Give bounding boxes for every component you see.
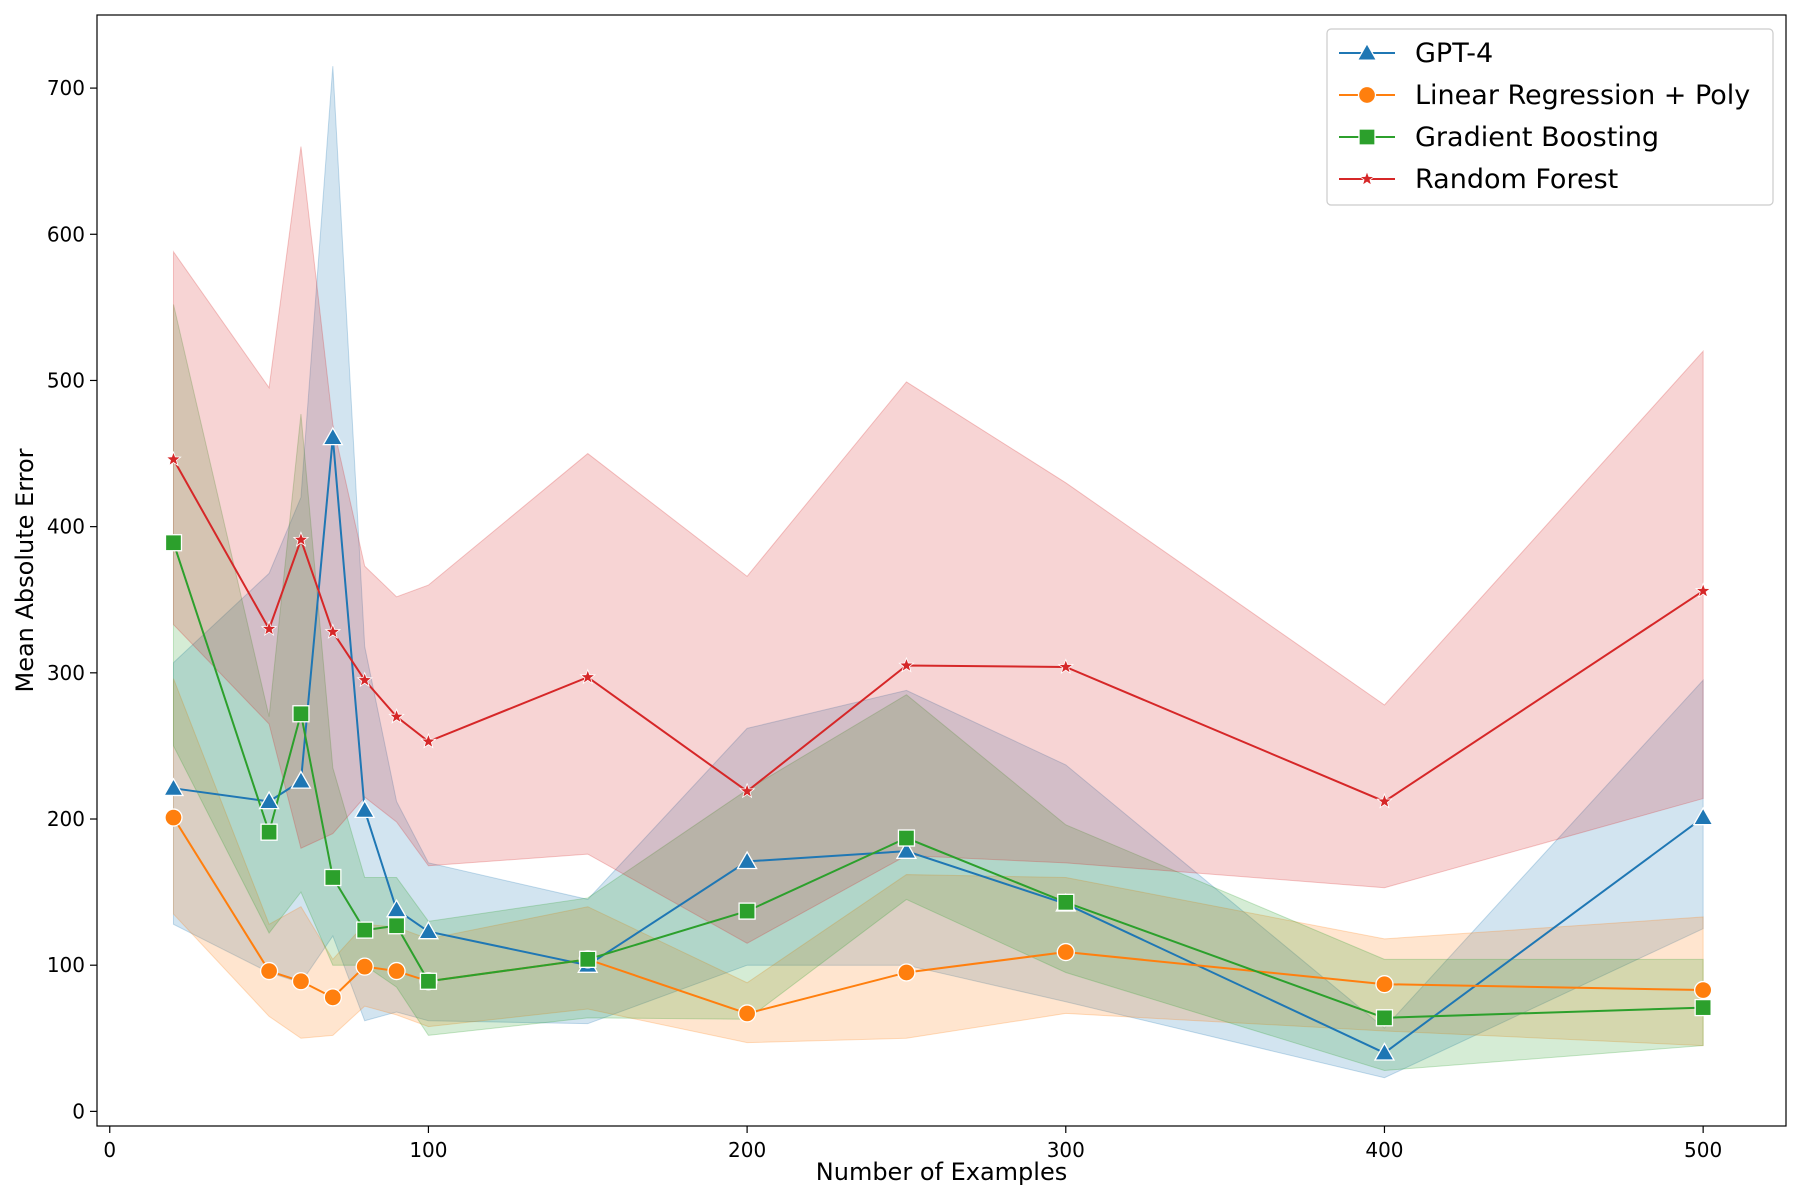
linear-regression-poly-point xyxy=(355,957,374,976)
gradient-boosting-confidence-band xyxy=(172,304,1704,1071)
y-tick-label: 700 xyxy=(47,76,85,100)
random-forest-point xyxy=(388,708,405,724)
legend-label: Linear Regression + Poly xyxy=(1415,80,1750,111)
gradient-boosting-point xyxy=(324,868,342,887)
y-axis: 0 100 200 300 400 500 600 700 xyxy=(47,76,97,1123)
x-axis-label: Number of Examples xyxy=(816,1158,1067,1186)
linear-regression-poly-confidence-band xyxy=(172,678,1704,1047)
gpt-4-confidence-band xyxy=(172,66,1704,1079)
random-forest-point xyxy=(356,671,373,688)
x-tick-label: 500 xyxy=(1684,1138,1722,1162)
linear-regression-poly-point xyxy=(1375,975,1394,994)
gradient-boosting-point xyxy=(897,829,916,847)
gradient-boosting-point xyxy=(579,950,597,968)
linear-regression-poly-point xyxy=(259,961,279,981)
gradient-boosting-point xyxy=(1057,893,1075,911)
gpt-4-point xyxy=(1373,1042,1396,1061)
random-forest-point xyxy=(420,732,437,749)
gradient-boosting-legend-marker xyxy=(1358,128,1376,146)
linear-regression-poly-point xyxy=(737,1004,757,1023)
random-forest-confidence-band xyxy=(172,146,1704,944)
random-forest-point xyxy=(1057,658,1075,674)
x-axis: 0 100 200 300 400 500 xyxy=(103,1126,1722,1162)
y-tick-label: 0 xyxy=(72,1099,85,1123)
x-tick-label: 100 xyxy=(409,1138,447,1162)
gradient-boosting-point xyxy=(260,823,278,841)
y-tick-label: 300 xyxy=(47,661,85,685)
linear-regression-poly-point xyxy=(387,961,406,981)
linear-regression-poly-point xyxy=(897,963,916,982)
gradient-boosting-point xyxy=(292,705,310,723)
x-tick-label: 0 xyxy=(103,1138,116,1162)
gpt-4-point xyxy=(895,840,918,859)
gpt-4-legend-marker xyxy=(1356,42,1378,61)
gpt-4-point xyxy=(290,770,312,789)
gpt-4-point xyxy=(322,426,344,446)
random-forest-point xyxy=(165,450,182,467)
random-forest-point xyxy=(324,623,342,639)
gpt-4-point xyxy=(354,799,376,819)
random-forest-legend-marker xyxy=(1358,170,1376,187)
legend-label: GPT-4 xyxy=(1415,38,1493,69)
gradient-boosting-point xyxy=(387,917,406,935)
random-forest-point xyxy=(292,531,310,547)
random-forest-point xyxy=(898,656,915,673)
gradient-boosting-point xyxy=(1375,1009,1394,1027)
gradient-boosting-point xyxy=(164,534,183,552)
legend-label: Random Forest xyxy=(1415,164,1618,195)
gpt-4-point xyxy=(258,790,280,810)
linear-regression-poly-point xyxy=(1693,980,1713,1000)
legend-label: Gradient Boosting xyxy=(1415,122,1659,153)
series-markers xyxy=(162,426,1714,1061)
gpt-4-point xyxy=(1692,806,1714,826)
y-axis-label: Mean Absolute Error xyxy=(11,448,39,692)
gradient-boosting-point xyxy=(738,902,756,920)
y-tick-label: 600 xyxy=(47,222,85,246)
y-tick-label: 100 xyxy=(47,953,85,977)
gpt-4-point xyxy=(385,898,408,918)
legend: GPT-4 Linear Regression + Poly Gradient Bo… xyxy=(1326,28,1774,206)
x-tick-label: 300 xyxy=(1047,1138,1085,1162)
x-tick-label: 400 xyxy=(1365,1138,1403,1162)
gpt-4-point xyxy=(417,920,440,940)
gradient-boosting-point xyxy=(1694,998,1712,1017)
linear-regression-poly-legend-marker xyxy=(1357,85,1377,105)
linear-regression-poly-point xyxy=(1056,942,1075,962)
plot-frame xyxy=(96,14,1787,1127)
y-tick-label: 400 xyxy=(47,515,85,539)
gradient-boosting-point xyxy=(419,972,438,990)
linear-regression-poly-point xyxy=(291,972,311,991)
legend-box xyxy=(1326,28,1774,206)
confidence-bands xyxy=(172,66,1704,1079)
random-forest-point xyxy=(1376,792,1393,809)
linear-regression-poly-point xyxy=(323,988,342,1007)
y-tick-label: 500 xyxy=(47,368,85,392)
random-forest-point xyxy=(260,620,278,636)
linear-regression-poly-point xyxy=(164,808,183,827)
x-tick-label: 200 xyxy=(728,1138,766,1162)
random-forest-point xyxy=(1694,582,1712,598)
gpt-4-point xyxy=(736,850,758,870)
gradient-boosting-point xyxy=(356,921,374,939)
random-forest-point xyxy=(738,782,756,799)
y-tick-label: 200 xyxy=(47,807,85,831)
gpt-4-point xyxy=(162,777,185,797)
random-forest-point xyxy=(579,668,597,685)
